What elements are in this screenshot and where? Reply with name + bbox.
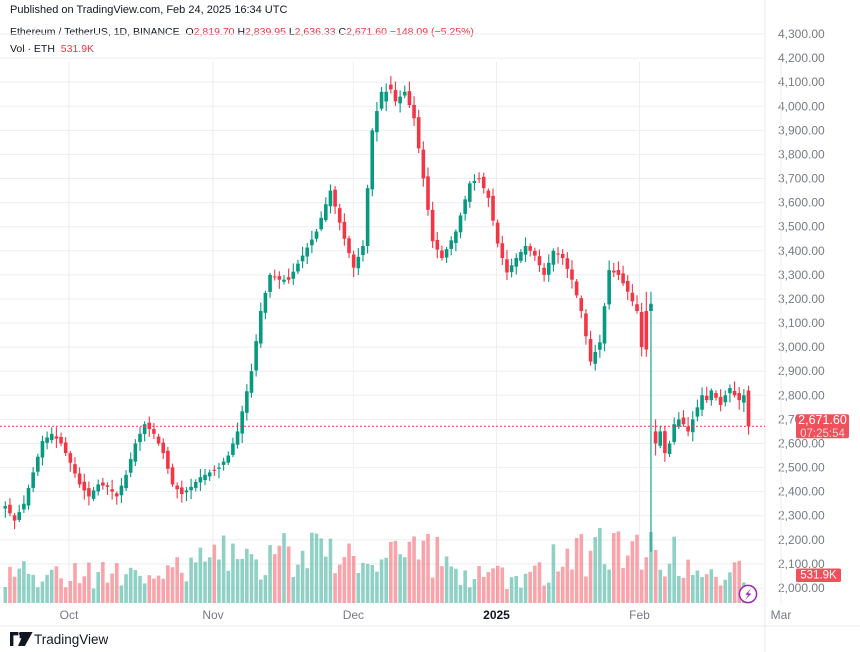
svg-text:3,100.00: 3,100.00 xyxy=(778,316,825,330)
svg-text:2,000.00: 2,000.00 xyxy=(778,581,825,595)
svg-text:Feb: Feb xyxy=(629,608,650,622)
svg-text:4,000.00: 4,000.00 xyxy=(778,99,825,113)
svg-text:3,800.00: 3,800.00 xyxy=(778,147,825,161)
svg-text:2,900.00: 2,900.00 xyxy=(778,364,825,378)
svg-text:4,100.00: 4,100.00 xyxy=(778,75,825,89)
svg-text:Nov: Nov xyxy=(202,608,223,622)
svg-text:2,200.00: 2,200.00 xyxy=(778,533,825,547)
svg-text:3,700.00: 3,700.00 xyxy=(778,172,825,186)
svg-text:3,000.00: 3,000.00 xyxy=(778,340,825,354)
svg-text:2,500.00: 2,500.00 xyxy=(778,461,825,475)
svg-text:3,500.00: 3,500.00 xyxy=(778,220,825,234)
svg-text:4,200.00: 4,200.00 xyxy=(778,51,825,65)
svg-text:4,300.00: 4,300.00 xyxy=(778,27,825,41)
svg-text:Dec: Dec xyxy=(343,608,364,622)
svg-text:3,900.00: 3,900.00 xyxy=(778,123,825,137)
svg-text:2,300.00: 2,300.00 xyxy=(778,509,825,523)
svg-text:2025: 2025 xyxy=(483,608,510,622)
svg-text:3,200.00: 3,200.00 xyxy=(778,292,825,306)
svg-text:2,671.60: 2,671.60 xyxy=(798,413,847,427)
svg-text:2,800.00: 2,800.00 xyxy=(778,388,825,402)
svg-text:2,400.00: 2,400.00 xyxy=(778,485,825,499)
svg-text:3,300.00: 3,300.00 xyxy=(778,268,825,282)
svg-text:531.9K: 531.9K xyxy=(800,569,837,581)
svg-text:Oct: Oct xyxy=(60,608,79,622)
svg-text:07:25:54: 07:25:54 xyxy=(800,428,845,440)
svg-text:Mar: Mar xyxy=(771,608,792,622)
svg-text:3,600.00: 3,600.00 xyxy=(778,196,825,210)
svg-text:3,400.00: 3,400.00 xyxy=(778,244,825,258)
